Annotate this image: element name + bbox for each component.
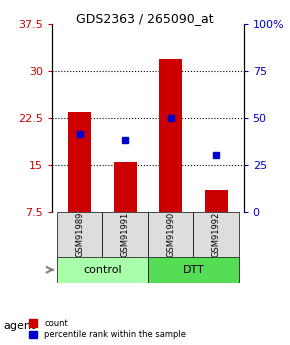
Text: GDS2363 / 265090_at: GDS2363 / 265090_at	[76, 12, 214, 25]
Bar	[159, 59, 182, 211]
Legend: count, percentile rank within the sample: count, percentile rank within the sample	[27, 317, 188, 341]
Text: GSM91991: GSM91991	[121, 211, 130, 257]
Text: DTT: DTT	[183, 265, 204, 275]
FancyBboxPatch shape	[193, 211, 239, 257]
Bar	[114, 162, 137, 211]
Text: agent: agent	[3, 321, 35, 331]
Bar	[68, 112, 91, 211]
FancyBboxPatch shape	[57, 257, 148, 283]
Text: control: control	[83, 265, 122, 275]
FancyBboxPatch shape	[148, 211, 193, 257]
Text: GSM91989: GSM91989	[75, 211, 84, 257]
Bar	[205, 190, 228, 211]
FancyBboxPatch shape	[57, 211, 102, 257]
Text: GSM91990: GSM91990	[166, 211, 175, 257]
FancyBboxPatch shape	[148, 257, 239, 283]
Text: GSM91992: GSM91992	[212, 211, 221, 257]
FancyBboxPatch shape	[102, 211, 148, 257]
